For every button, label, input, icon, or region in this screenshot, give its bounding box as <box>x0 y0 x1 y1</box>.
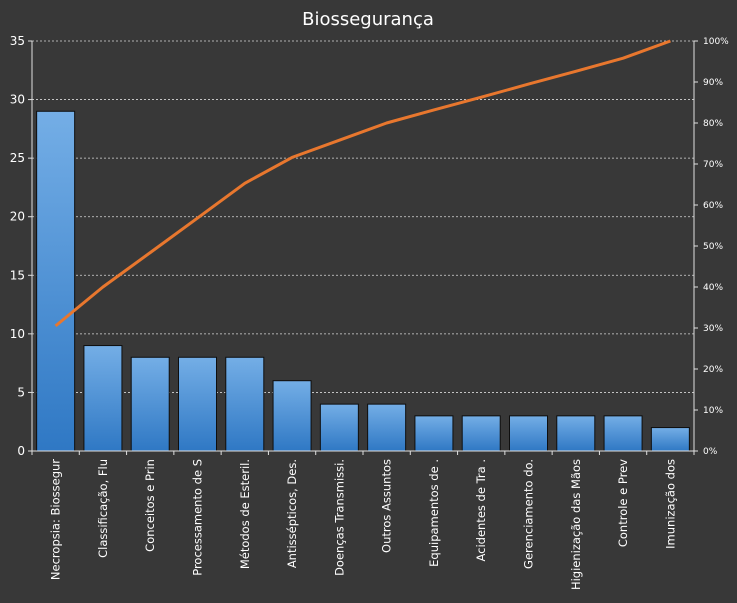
bar <box>509 415 548 452</box>
bar-series <box>36 110 690 452</box>
right-tick-label: 60% <box>703 201 723 211</box>
category-label: Doenças Transmissi. <box>332 459 346 576</box>
left-tick-label: 0 <box>17 444 25 458</box>
right-tick-label: 0% <box>703 447 718 457</box>
category-label: Imunização dos <box>663 459 677 549</box>
left-axis-ticks: 0 5 10 15 20 25 30 35 <box>10 34 25 458</box>
bar <box>603 415 643 452</box>
category-label: Equipamentos de . <box>427 459 441 567</box>
category-label: Necropsia: Biossegur <box>49 459 63 580</box>
bar <box>130 356 170 452</box>
right-tick-label: 100% <box>703 37 729 47</box>
right-tick-label: 10% <box>703 406 723 416</box>
category-label: Acidentes de Tra . <box>474 459 488 562</box>
bar <box>414 415 454 452</box>
left-tick-label: 30 <box>10 93 25 107</box>
category-label: Processamento de S <box>191 459 205 576</box>
cumulative-line <box>54 39 671 328</box>
bar <box>83 345 123 452</box>
bar <box>650 427 690 452</box>
left-tick-label: 15 <box>10 268 25 282</box>
bar <box>178 356 217 452</box>
chart-title: Biossegurança <box>302 9 434 30</box>
category-label: Higienização das Mãos <box>569 459 583 590</box>
category-label: Gerenciamento do. <box>522 459 536 569</box>
bar <box>556 415 596 452</box>
category-label: Controle e Prev <box>616 459 630 547</box>
bar <box>319 403 359 452</box>
gridlines <box>32 40 694 393</box>
bar <box>272 380 312 452</box>
category-label: Métodos de Esteril. <box>238 459 252 569</box>
right-tick-label: 70% <box>703 160 723 170</box>
bar <box>461 415 501 452</box>
right-tick-label: 80% <box>703 119 723 129</box>
left-tick-label: 25 <box>10 151 25 165</box>
right-tick-label: 40% <box>703 283 723 293</box>
right-axis-ticks: 0% 10% 20% 30% 40% 50% 60% 70% 80% 90% 100% <box>703 37 729 457</box>
bar <box>367 403 407 452</box>
axes <box>28 40 698 455</box>
cumulative-line-series <box>54 39 671 328</box>
right-tick-label: 20% <box>703 365 723 375</box>
category-axis-labels: Necropsia: Biossegur Classificação, Flu Co… <box>49 459 678 590</box>
right-tick-label: 30% <box>703 324 723 334</box>
bar <box>36 110 76 452</box>
left-tick-label: 10 <box>10 327 25 341</box>
left-tick-label: 20 <box>10 210 25 224</box>
bar <box>225 356 265 452</box>
right-tick-label: 90% <box>703 78 723 88</box>
right-tick-label: 50% <box>703 242 723 252</box>
left-tick-label: 35 <box>10 34 25 48</box>
category-label: Classificação, Flu <box>96 459 110 558</box>
category-label: Conceitos e Prin <box>143 459 157 552</box>
left-tick-label: 5 <box>17 385 25 399</box>
category-label: Outros Assuntos <box>380 459 394 553</box>
category-label: Antissépticos, Des. <box>285 459 299 568</box>
